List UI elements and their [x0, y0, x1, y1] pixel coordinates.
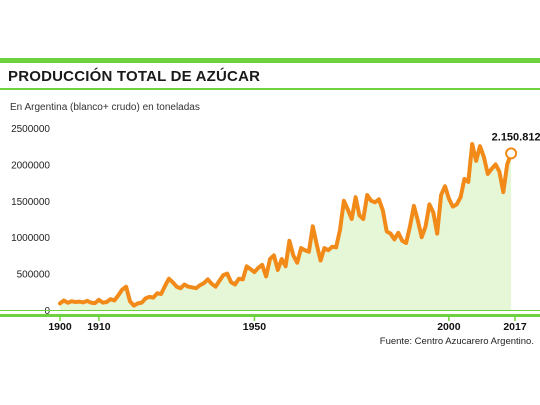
y-tick-label: 2500000	[11, 124, 50, 135]
y-tick-label: 1000000	[11, 233, 50, 244]
sugar-production-chart: 0 500000 1000000 1500000 2000000 2500000 1900…	[0, 124, 540, 333]
y-tick-label: 2000000	[11, 160, 50, 171]
annotation-label: 2.150.812	[492, 131, 540, 143]
area-fill	[60, 144, 512, 310]
x-axis-bar	[0, 314, 540, 317]
series-line	[58, 142, 514, 308]
y-axis: 0 500000 1000000 1500000 2000000 2500000	[11, 124, 50, 317]
title-rule	[0, 88, 540, 90]
y-tick-label: 0	[44, 306, 50, 317]
source-note: Fuente: Centro Azucarero Argentino.	[379, 336, 534, 347]
x-axis: 1900 1910 1950 2000 2017	[0, 310, 540, 333]
top-accent-bar	[0, 58, 540, 63]
annotation: 2.150.812	[492, 131, 540, 160]
annotation-marker	[505, 147, 518, 160]
x-tick-label: 1950	[243, 321, 267, 333]
chart-subtitle: En Argentina (blanco+ crudo) en tonelada…	[10, 102, 200, 113]
x-tick-label: 1900	[48, 321, 72, 333]
x-tick-label: 2017	[503, 321, 527, 333]
x-tick-label: 2000	[437, 321, 461, 333]
y-tick-label: 1500000	[11, 197, 50, 208]
chart-title: PRODUCCIÓN TOTAL DE AZÚCAR	[8, 68, 261, 85]
y-tick-label: 500000	[17, 270, 51, 281]
x-tick-label: 1910	[87, 321, 111, 333]
